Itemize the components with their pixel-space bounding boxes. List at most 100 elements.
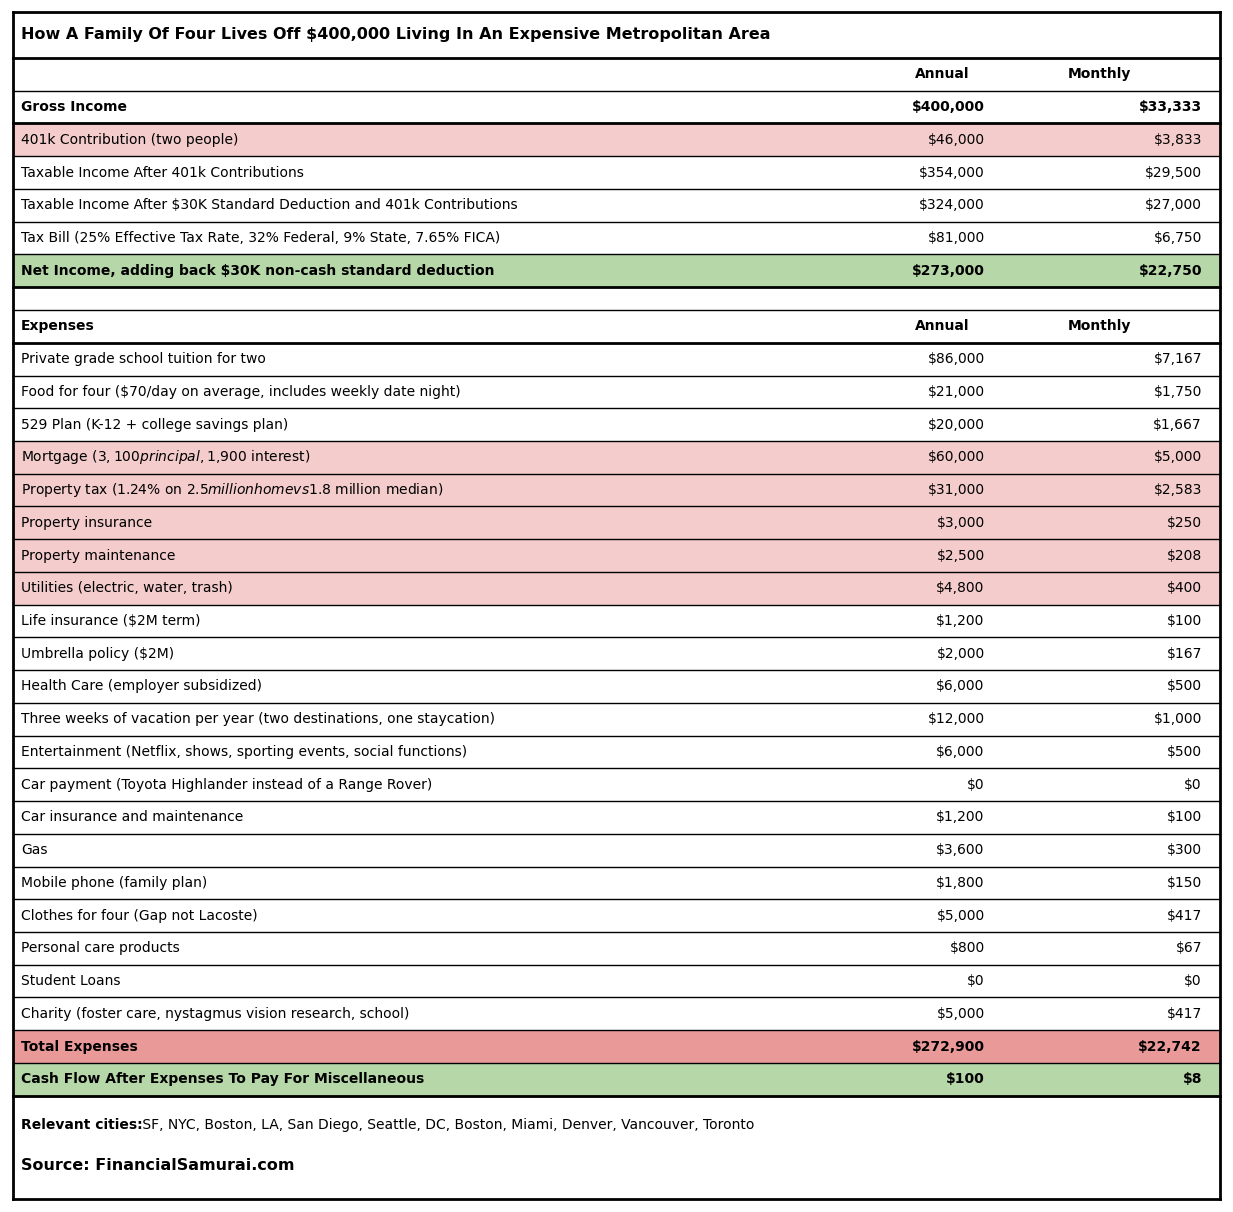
Text: Total Expenses: Total Expenses [21,1040,138,1053]
Text: Property maintenance: Property maintenance [21,549,175,562]
Text: Gross Income: Gross Income [21,101,127,114]
Text: $2,583: $2,583 [1154,484,1202,497]
Text: Tax Bill (25% Effective Tax Rate, 32% Federal, 9% State, 7.65% FICA): Tax Bill (25% Effective Tax Rate, 32% Fe… [21,231,501,245]
Text: $3,833: $3,833 [1154,133,1202,147]
Bar [14,801,1219,834]
Text: $2,000: $2,000 [936,647,985,661]
Text: $100: $100 [946,1073,985,1086]
Bar [14,255,1219,287]
Text: $150: $150 [1166,876,1202,890]
Text: Three weeks of vacation per year (two destinations, one staycation): Three weeks of vacation per year (two de… [21,713,494,726]
Text: $1,750: $1,750 [1154,385,1202,399]
Text: $6,000: $6,000 [936,680,985,693]
Text: $1,667: $1,667 [1153,418,1202,431]
Bar [14,12,1219,58]
Text: $500: $500 [1166,680,1202,693]
Text: Mobile phone (family plan): Mobile phone (family plan) [21,876,207,890]
Text: $81,000: $81,000 [927,231,985,245]
Text: $8: $8 [1182,1073,1202,1086]
Text: $20,000: $20,000 [927,418,985,431]
Text: Food for four ($70/day on average, includes weekly date night): Food for four ($70/day on average, inclu… [21,385,461,399]
Text: Taxable Income After $30K Standard Deduction and 401k Contributions: Taxable Income After $30K Standard Deduc… [21,199,518,212]
Bar [14,343,1219,376]
Bar [14,310,1219,343]
Text: Relevant cities:: Relevant cities: [21,1117,143,1132]
Text: $100: $100 [1166,614,1202,628]
Text: Clothes for four (Gap not Lacoste): Clothes for four (Gap not Lacoste) [21,909,258,922]
Text: $0: $0 [1184,778,1202,791]
Text: $5,000: $5,000 [936,1007,985,1021]
Text: $29,500: $29,500 [1144,166,1202,179]
Text: Taxable Income After 401k Contributions: Taxable Income After 401k Contributions [21,166,303,179]
Text: $1,200: $1,200 [936,614,985,628]
Text: 529 Plan (K-12 + college savings plan): 529 Plan (K-12 + college savings plan) [21,418,289,431]
Text: Student Loans: Student Loans [21,974,121,988]
Text: $272,900: $272,900 [911,1040,985,1053]
Text: $1,800: $1,800 [936,876,985,890]
Text: $33,333: $33,333 [1139,101,1202,114]
Text: Entertainment (Netflix, shows, sporting events, social functions): Entertainment (Netflix, shows, sporting … [21,745,467,759]
Text: $500: $500 [1166,745,1202,759]
Text: $86,000: $86,000 [927,353,985,366]
Text: $0: $0 [967,778,985,791]
Text: $2,500: $2,500 [936,549,985,562]
Text: Private grade school tuition for two: Private grade school tuition for two [21,353,266,366]
Bar [14,899,1219,932]
Bar [14,474,1219,507]
Text: $167: $167 [1166,647,1202,661]
Text: $12,000: $12,000 [927,713,985,726]
Text: Gas: Gas [21,844,48,857]
Bar [14,638,1219,670]
Bar [14,124,1219,156]
Text: $354,000: $354,000 [919,166,985,179]
Text: Expenses: Expenses [21,320,95,333]
Bar [14,189,1219,222]
Bar [14,376,1219,408]
Bar [14,1096,1219,1199]
Bar [14,156,1219,189]
Text: $400: $400 [1166,582,1202,595]
Text: $3,600: $3,600 [936,844,985,857]
Bar [14,287,1219,310]
Text: Net Income, adding back $30K non-cash standard deduction: Net Income, adding back $30K non-cash st… [21,264,494,278]
Text: $4,800: $4,800 [936,582,985,595]
Text: $21,000: $21,000 [927,385,985,399]
Text: $31,000: $31,000 [927,484,985,497]
Text: $46,000: $46,000 [927,133,985,147]
Bar [14,441,1219,474]
Text: SF, NYC, Boston, LA, San Diego, Seattle, DC, Boston, Miami, Denver, Vancouver, T: SF, NYC, Boston, LA, San Diego, Seattle,… [138,1117,755,1132]
Text: Property tax (1.24% on $2.5 million home vs $1.8 million median): Property tax (1.24% on $2.5 million home… [21,481,444,499]
Text: Car payment (Toyota Highlander instead of a Range Rover): Car payment (Toyota Highlander instead o… [21,778,433,791]
Text: $208: $208 [1166,549,1202,562]
Text: 401k Contribution (two people): 401k Contribution (two people) [21,133,238,147]
Text: $5,000: $5,000 [936,909,985,922]
Text: $6,000: $6,000 [936,745,985,759]
Text: $417: $417 [1166,909,1202,922]
Text: $6,750: $6,750 [1154,231,1202,245]
Bar [14,222,1219,255]
Text: Umbrella policy ($2M): Umbrella policy ($2M) [21,647,174,661]
Bar [14,932,1219,965]
Text: $3,000: $3,000 [936,516,985,530]
Text: Charity (foster care, nystagmus vision research, school): Charity (foster care, nystagmus vision r… [21,1007,409,1021]
Bar [14,58,1219,91]
Text: Personal care products: Personal care products [21,942,180,955]
Bar [14,703,1219,736]
Text: $400,000: $400,000 [911,101,985,114]
Bar [14,997,1219,1030]
Text: Cash Flow After Expenses To Pay For Miscellaneous: Cash Flow After Expenses To Pay For Misc… [21,1073,424,1086]
Bar [14,539,1219,572]
Text: How A Family Of Four Lives Off $400,000 Living In An Expensive Metropolitan Area: How A Family Of Four Lives Off $400,000 … [21,28,771,42]
Bar [14,965,1219,997]
Text: $22,750: $22,750 [1138,264,1202,278]
Text: $273,000: $273,000 [911,264,985,278]
Text: $0: $0 [967,974,985,988]
Text: $417: $417 [1166,1007,1202,1021]
Bar [14,1030,1219,1063]
Text: Utilities (electric, water, trash): Utilities (electric, water, trash) [21,582,233,595]
Text: $0: $0 [1184,974,1202,988]
Text: Monthly: Monthly [1068,320,1131,333]
Bar [14,1063,1219,1096]
Text: Annual: Annual [915,68,969,81]
Text: $324,000: $324,000 [919,199,985,212]
